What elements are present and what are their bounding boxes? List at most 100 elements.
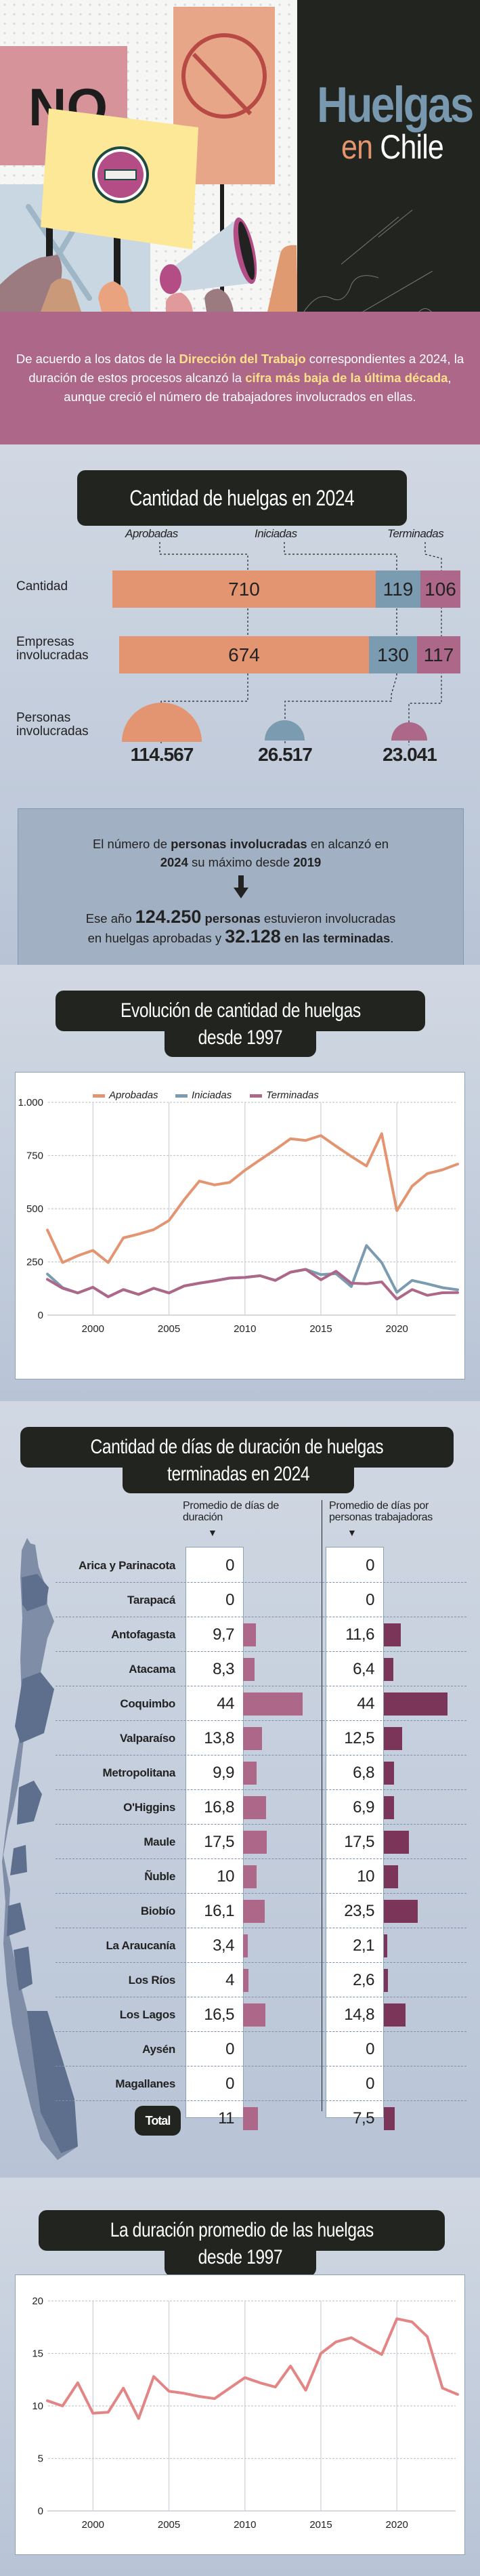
bar-cantidad-terminadas: 106 — [420, 570, 460, 608]
duration-bar — [243, 1692, 303, 1716]
per-worker-value: 6,4 — [353, 1660, 374, 1678]
per-worker-bar — [384, 1969, 388, 1992]
table-row: Coquimbo 44 44 — [0, 1686, 480, 1721]
bar-empresas-terminadas: 117 — [417, 636, 460, 673]
table-row: Biobío 16,1 23,5 — [0, 1894, 480, 1928]
per-worker-bar — [384, 1623, 401, 1646]
duration-value: 3,4 — [213, 1936, 234, 1955]
y-tick-label: 20 — [32, 2295, 43, 2307]
prohibited-icon — [181, 33, 267, 119]
duration-value: 9,7 — [213, 1625, 234, 1644]
hero-subtitle: en Chile — [317, 127, 468, 167]
duration-value: 8,3 — [213, 1660, 234, 1678]
row-label-empresas: Empresas involucradas — [16, 635, 89, 663]
duration-value: 17,5 — [204, 1833, 234, 1851]
x-tick-label: 2020 — [386, 1323, 408, 1335]
callout-number: 124.250 — [135, 907, 202, 927]
protest-illustration: NO — [0, 7, 298, 312]
value-personas-terminadas: 23.041 — [383, 744, 437, 765]
duration-bar — [243, 1762, 257, 1785]
row-divider — [56, 1962, 466, 1963]
column-header-duration: Promedio de días de duración — [183, 1500, 279, 1523]
title-panel — [297, 0, 480, 312]
row-label-cantidad: Cantidad — [16, 579, 68, 594]
per-worker-value: 7,5 — [353, 2109, 374, 2127]
per-worker-bar — [384, 1727, 402, 1750]
callout-line-2: 2024 su máximo desde 2019 — [18, 853, 463, 871]
table-row-total: Total 11 7,5 — [0, 2101, 480, 2136]
y-tick-label: 500 — [26, 1203, 43, 1215]
callout-text: . — [390, 931, 394, 945]
region-name: Los Lagos — [119, 2008, 176, 2021]
region-name: Magallanes — [115, 2077, 175, 2090]
bar-empresas-iniciadas: 130 — [369, 636, 417, 673]
intro-text-part: , aunque creció el número de trabajadore… — [64, 371, 452, 404]
table-row: Tarapacá 0 0 — [0, 1583, 480, 1617]
chart-duration-svg: 2000 2005 2010 2015 2020 0 5 10 15 20 — [32, 2295, 459, 2531]
down-triangle-icon: ▼ — [347, 1527, 357, 1538]
duration-value: 16,1 — [204, 1902, 234, 1920]
legend-terminadas: Terminadas — [387, 527, 444, 540]
total-badge: Total — [135, 2106, 181, 2136]
table-row: Arica y Parinacota 0 0 — [0, 1548, 480, 1583]
down-arrow-icon — [18, 875, 463, 904]
callout-number: 32.128 — [225, 926, 281, 947]
per-worker-value: 2,1 — [353, 1936, 374, 1955]
y-tick-label: 5 — [38, 2453, 43, 2465]
duration-value: 44 — [217, 1695, 234, 1713]
region-name: Atacama — [129, 1663, 175, 1676]
region-name: Valparaíso — [119, 1732, 175, 1745]
down-triangle-icon: ▼ — [208, 1527, 217, 1538]
per-worker-bar — [384, 1831, 410, 1854]
section-title: La duración promedio de las huelgas — [39, 2210, 445, 2251]
row-divider — [56, 2100, 466, 2101]
section-title-line-1: Evolución de cantidad de huelgas — [120, 999, 361, 1022]
table-row: Maule 17,5 17,5 — [0, 1825, 480, 1859]
region-name: Tarapacá — [127, 1594, 175, 1606]
section-title-line-1: Cantidad de días de duración de huelgas — [90, 1436, 384, 1458]
duration-bar — [243, 1658, 255, 1681]
section-title-tail: desde 1997 — [165, 2243, 316, 2277]
x-tick-label: 2005 — [158, 1323, 180, 1335]
chart-avg-duration: 2000 2005 2010 2015 2020 0 5 10 15 20 — [15, 2274, 465, 2555]
duration-bar — [243, 1865, 257, 1888]
duration-value: 10 — [217, 1867, 234, 1886]
per-worker-value: 17,5 — [344, 1833, 374, 1851]
duration-value: 0 — [225, 1591, 234, 1609]
region-name: Arica y Parinacota — [79, 1559, 175, 1572]
region-name: Coquimbo — [120, 1697, 175, 1710]
section-title-line-1: La duración promedio de las huelgas — [110, 2219, 374, 2241]
intro-highlight-lowest: cifra más baja de la última década — [245, 371, 448, 385]
series-line-aprobadas — [46, 1132, 459, 1264]
table-row: Atacama 8,3 6,4 — [0, 1652, 480, 1686]
callout-line-1: El número de personas involucradas en al… — [18, 835, 463, 853]
callout-bold: personas involucradas — [171, 837, 307, 851]
per-worker-value: 0 — [366, 1591, 374, 1609]
bar-empresas-aprobadas: 674 — [119, 636, 369, 673]
table-row: Metropolitana 9,9 6,8 — [0, 1756, 480, 1790]
callout-line-4: en huelgas aprobadas y 32.128 en las ter… — [18, 928, 463, 947]
per-worker-bar — [384, 1658, 393, 1681]
legend-swatch — [250, 1094, 262, 1098]
duration-bar — [243, 1623, 257, 1646]
row-divider — [56, 1720, 466, 1721]
callout-year: 2019 — [293, 855, 322, 869]
value-personas-aprobadas: 114.567 — [130, 744, 194, 765]
callout-text: en huelgas aprobadas y — [87, 931, 225, 945]
x-tick-label: 2015 — [309, 2519, 332, 2531]
per-worker-bar — [384, 1900, 418, 1923]
table-row: Ñuble 10 10 — [0, 1859, 480, 1894]
per-worker-value: 10 — [357, 1867, 374, 1886]
duration-value: 16,8 — [204, 1798, 234, 1816]
y-tick-label: 250 — [26, 1257, 43, 1268]
y-tick-label: 15 — [32, 2348, 43, 2360]
per-worker-bar — [384, 1692, 448, 1716]
per-worker-bar — [384, 1934, 387, 1957]
region-name: Metropolitana — [102, 1766, 175, 1779]
chart-strikes-svg: 2000 2005 2010 2015 2020 0 250 500 750 1.000 Aprob… — [18, 1089, 459, 1335]
per-worker-value: 0 — [366, 2040, 374, 2058]
callout-bold: personas — [201, 911, 261, 926]
region-name: Los Ríos — [128, 1974, 176, 1987]
row-divider — [56, 1651, 466, 1652]
